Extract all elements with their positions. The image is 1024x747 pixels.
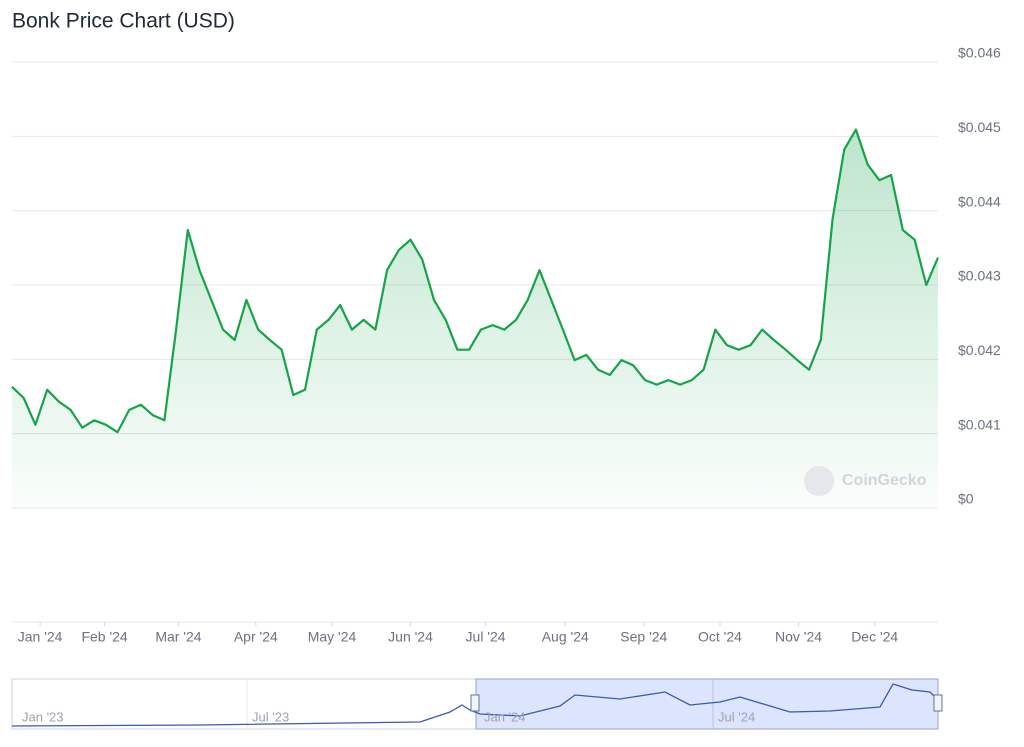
navigator-label: Jan '23 (22, 709, 64, 724)
watermark: CoinGecko (804, 466, 927, 496)
x-tick-label: Jan '24 (18, 629, 63, 645)
y-tick-label: $0.042 (958, 342, 1001, 358)
x-tick-label: Oct '24 (698, 629, 742, 645)
navigator: Jan '23 Jul '23 Jan '24 Jul '24 (11, 678, 943, 730)
x-tick-label: Apr '24 (234, 629, 278, 645)
navigator-window[interactable] (475, 678, 939, 730)
y-tick-label: $0.045 (958, 119, 1001, 135)
navigator-handle[interactable] (470, 694, 480, 712)
navigator-line (11, 683, 939, 727)
x-tick-label: Jun '24 (388, 629, 433, 645)
price-line (11, 128, 940, 434)
chart-title: Bonk Price Chart (USD) (12, 10, 235, 33)
navigator-label: Jul '23 (252, 709, 289, 724)
x-tick-label: Jul '24 (466, 629, 506, 645)
y-tick-label: $0.041 (958, 416, 1001, 432)
watermark-text: CoinGecko (842, 472, 927, 489)
y-tick-label: $0.043 (958, 268, 1001, 284)
navigator-label: Jan '24 (484, 709, 526, 724)
x-tick-label: Sep '24 (620, 629, 667, 645)
x-tick-label: May '24 (308, 629, 357, 645)
x-tick-label: Aug '24 (542, 629, 589, 645)
x-tick-label: Mar '24 (155, 629, 201, 645)
y-tick-label: $0.046 (958, 45, 1001, 61)
navigator-label: Jul '24 (718, 709, 755, 724)
x-tick-label: Feb '24 (81, 629, 127, 645)
navigator-handle[interactable] (933, 694, 943, 712)
x-tick-label: Nov '24 (775, 629, 822, 645)
x-tick-label: Dec '24 (851, 629, 898, 645)
y-tick-label: $0.044 (958, 193, 1001, 209)
y-tick-label: $0 (958, 491, 974, 507)
price-area (12, 129, 938, 508)
